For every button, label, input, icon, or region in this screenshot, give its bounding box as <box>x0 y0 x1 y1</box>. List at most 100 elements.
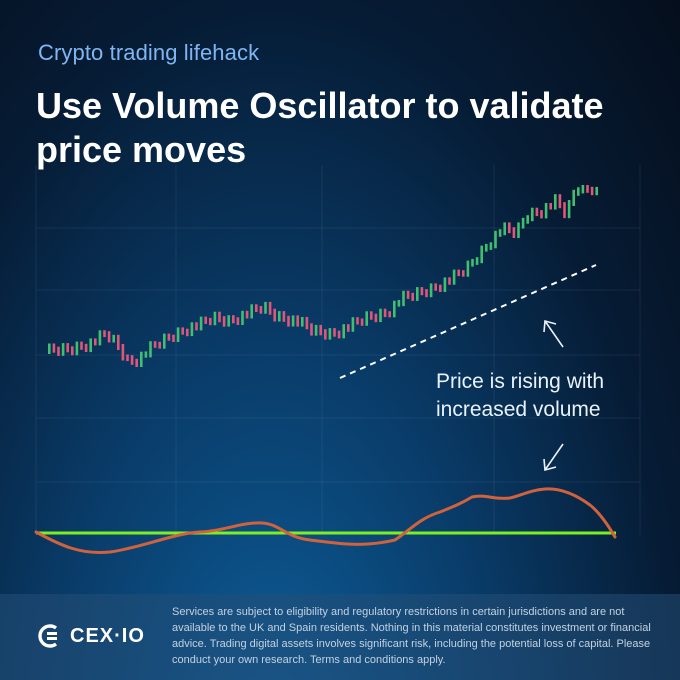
candle <box>498 229 502 237</box>
candle <box>420 287 424 296</box>
candle <box>181 327 184 335</box>
candle <box>333 328 336 337</box>
candle <box>425 289 428 298</box>
candle <box>130 355 134 365</box>
candle <box>71 346 74 356</box>
candle <box>595 186 598 196</box>
candle <box>112 334 115 343</box>
candle <box>310 323 313 336</box>
candle <box>199 316 203 331</box>
candle <box>98 330 102 346</box>
candle <box>144 351 148 358</box>
candle <box>167 333 171 341</box>
candle <box>176 327 180 342</box>
candle <box>126 354 129 362</box>
candle <box>140 351 143 367</box>
candle <box>301 317 304 327</box>
candle <box>383 308 387 318</box>
candle <box>517 222 520 238</box>
candle <box>209 317 212 326</box>
candle <box>287 315 290 327</box>
candle <box>365 311 368 326</box>
candle <box>278 311 281 322</box>
candle <box>531 207 534 222</box>
candle <box>443 277 447 292</box>
candle <box>558 194 562 209</box>
candle <box>282 311 286 322</box>
candle <box>577 187 580 196</box>
candle <box>342 324 345 339</box>
brand-logo: CEX·IO <box>36 623 145 649</box>
candle <box>80 341 83 350</box>
candle <box>186 328 189 337</box>
candle <box>259 306 263 314</box>
candle <box>508 222 511 234</box>
candle <box>324 329 327 340</box>
candle <box>66 343 69 353</box>
disclaimer-text: Services are subject to eligibility and … <box>172 606 651 666</box>
candle <box>370 311 373 320</box>
trend-line <box>339 264 597 379</box>
candle <box>590 186 594 196</box>
candle <box>397 300 401 307</box>
candle <box>296 315 299 327</box>
candlesticks <box>48 185 598 367</box>
candle <box>549 203 552 210</box>
candle <box>107 331 111 343</box>
candle <box>402 290 405 307</box>
candle <box>337 330 341 339</box>
candle <box>213 311 217 326</box>
candle <box>429 283 433 298</box>
candle <box>158 341 161 349</box>
candle <box>503 222 506 236</box>
cex-io-logo-icon <box>38 624 58 648</box>
subtitle: Crypto trading lifehack <box>38 40 260 65</box>
brand-name: CEX·IO <box>70 624 145 647</box>
candle <box>291 315 295 327</box>
candle <box>121 344 125 361</box>
candle <box>554 194 557 210</box>
candle <box>250 304 253 319</box>
candle <box>268 301 272 315</box>
candle <box>411 292 414 301</box>
arrow-up-left-icon <box>543 319 564 348</box>
candle <box>393 300 396 318</box>
candle <box>388 311 391 318</box>
candle <box>535 207 539 217</box>
candle <box>236 317 240 325</box>
candle <box>512 227 516 238</box>
candle <box>222 316 226 327</box>
candle <box>494 230 497 249</box>
candle <box>232 315 235 324</box>
candle <box>521 217 525 229</box>
candle <box>163 333 166 349</box>
candle <box>103 330 106 338</box>
candle <box>314 324 318 336</box>
candle <box>416 287 419 301</box>
candle <box>61 343 65 356</box>
candle <box>328 328 332 340</box>
candle <box>439 284 442 292</box>
candle <box>581 185 585 194</box>
candle <box>319 324 322 336</box>
candle <box>241 310 244 325</box>
candle <box>406 290 410 299</box>
candle <box>526 215 529 224</box>
candle <box>544 203 548 219</box>
candle <box>462 270 465 277</box>
candle <box>227 315 230 327</box>
candle <box>572 189 575 206</box>
candle <box>475 257 479 265</box>
chart-grid <box>35 165 641 535</box>
candle <box>117 334 120 350</box>
candle <box>195 322 198 331</box>
candle <box>360 318 364 326</box>
candle <box>190 322 194 337</box>
candle <box>466 260 470 277</box>
candle <box>485 243 488 252</box>
candle <box>264 301 267 314</box>
candle <box>149 341 152 358</box>
candle <box>356 317 359 325</box>
candle <box>172 334 175 342</box>
candle <box>218 311 221 323</box>
